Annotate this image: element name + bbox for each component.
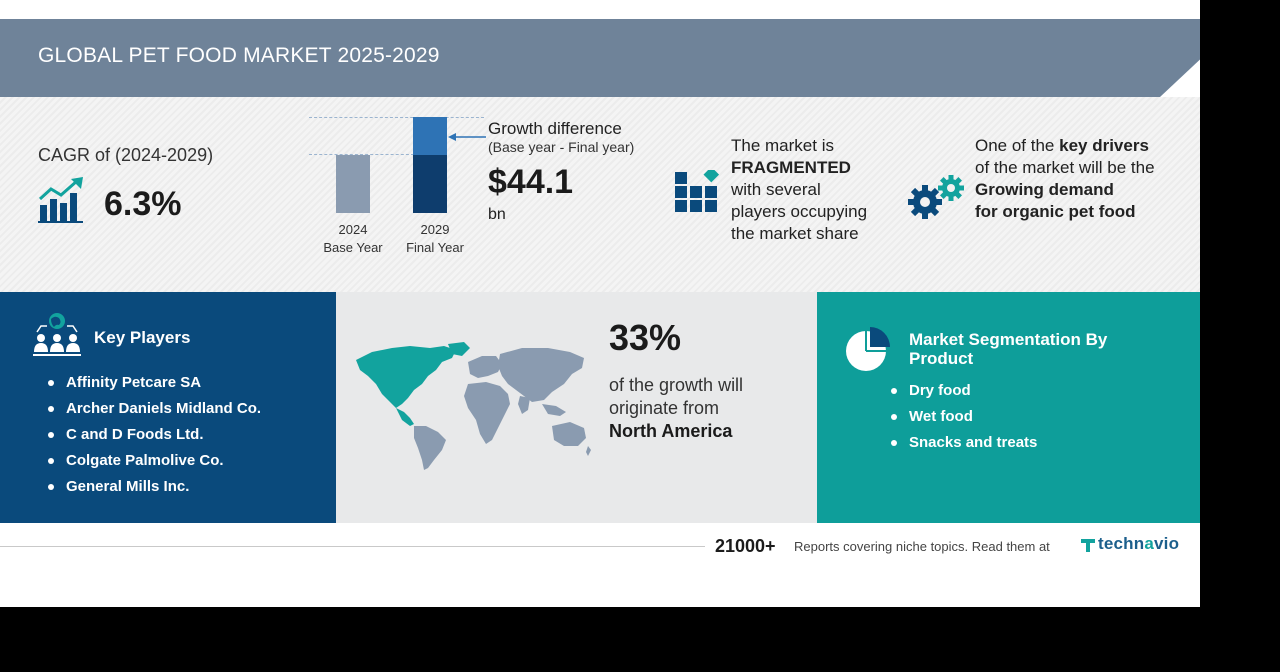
growth-chart-icon <box>38 177 83 223</box>
bar-caption-final: Final Year <box>406 240 464 255</box>
list-item: Archer Daniels Midland Co. <box>48 396 261 422</box>
cagr-label: CAGR of (2024-2029) <box>38 145 214 165</box>
fragmented-emphasis: FRAGMENTED <box>731 158 851 177</box>
fragmented-text: The market is FRAGMENTED with several pl… <box>731 135 901 245</box>
region-line-2: originate from <box>609 398 720 418</box>
logo-text-b: a <box>1144 534 1154 553</box>
gears-icon <box>908 175 964 219</box>
list-item: Colgate Palmolive Co. <box>48 448 261 474</box>
bar-final-year-base <box>413 155 447 213</box>
southeast-asia-shape <box>542 404 566 416</box>
list-item: Snacks and treats <box>891 430 1037 456</box>
drivers-prefix: One of the <box>975 136 1060 155</box>
pie-chart-icon <box>846 327 890 371</box>
drivers-line-3: Growing demand <box>975 180 1114 199</box>
logo-text-c: vio <box>1154 534 1180 553</box>
africa-shape <box>464 382 510 444</box>
region-line-1: of the growth will <box>609 375 744 395</box>
footer-text: Reports covering niche topics. Read them… <box>794 539 1050 554</box>
fragmented-line-5: the market share <box>731 224 859 243</box>
key-players-panel: Key Players Affinity Petcare SA Archer D… <box>0 292 336 523</box>
infographic: GLOBAL PET FOOD MARKET 2025-2029 CAGR of… <box>0 0 1200 607</box>
drivers-emphasis: key drivers <box>1059 136 1149 155</box>
growth-subtitle: (Base year - Final year) <box>488 139 635 155</box>
bar-year-final: 2029 <box>420 222 450 237</box>
south-america-shape <box>414 426 446 470</box>
india-shape <box>518 396 530 414</box>
growth-unit: bn <box>488 206 506 223</box>
bar-year-base: 2024 <box>338 222 368 237</box>
growth-value: $44.1 <box>488 163 574 201</box>
segmentation-list: Dry food Wet food Snacks and treats <box>891 378 1037 456</box>
logo-text-a: techn <box>1098 534 1145 553</box>
fragmented-blocks-icon <box>675 170 720 212</box>
growth-title: Growth difference <box>488 119 622 138</box>
drivers-line-4: for organic pet food <box>975 202 1136 221</box>
cagr-value: 6.3% <box>104 185 182 223</box>
new-zealand-shape <box>586 446 591 456</box>
segmentation-title: Market Segmentation By Product <box>909 330 1108 368</box>
drivers-text: One of the key drivers of the market wil… <box>975 135 1195 223</box>
technavio-logo-text: technavio <box>1098 534 1179 554</box>
bar-final-year-growth <box>413 117 447 155</box>
growth-arrow-icon <box>448 133 486 141</box>
technavio-logo-icon <box>1081 539 1095 552</box>
list-item: Dry food <box>891 378 1037 404</box>
summary-band <box>0 97 1200 292</box>
europe-shape <box>468 356 502 378</box>
drivers-line-2: of the market will be the <box>975 158 1155 177</box>
key-players-title: Key Players <box>94 328 191 347</box>
list-item: General Mills Inc. <box>48 474 261 500</box>
bar-label-final: 2029 Final Year <box>393 221 477 257</box>
region-name: North America <box>609 421 733 441</box>
key-players-list: Affinity Petcare SA Archer Daniels Midla… <box>48 370 261 500</box>
list-item: Wet food <box>891 404 1037 430</box>
page-title: GLOBAL PET FOOD MARKET 2025-2029 <box>38 44 440 67</box>
central-america-shape <box>396 408 414 426</box>
north-america-shape <box>356 346 456 408</box>
footer-divider <box>0 546 705 547</box>
fragmented-line-4: players occupying <box>731 202 868 221</box>
people-globe-icon <box>33 313 81 356</box>
bar-caption-base: Base Year <box>323 240 383 255</box>
guide-line-base <box>309 154 414 155</box>
header-banner: GLOBAL PET FOOD MARKET 2025-2029 <box>0 19 1200 97</box>
australia-shape <box>552 422 586 446</box>
greenland-shape <box>448 342 470 356</box>
guide-line-top <box>309 117 484 118</box>
footer-report-count: 21000+ <box>715 536 776 556</box>
region-share-value: 33% <box>609 317 682 358</box>
asia-shape <box>498 348 584 402</box>
world-map-icon <box>356 342 591 470</box>
region-share-text: of the growth will originate from North … <box>609 374 809 443</box>
list-item: C and D Foods Ltd. <box>48 422 261 448</box>
region-panel: 33% of the growth will originate from No… <box>336 292 817 523</box>
segmentation-panel: Market Segmentation By Product Dry food … <box>817 292 1200 523</box>
fragmented-line-1: The market is <box>731 136 834 155</box>
bar-base-year <box>336 155 370 213</box>
bar-label-base: 2024 Base Year <box>316 221 390 257</box>
list-item: Affinity Petcare SA <box>48 370 261 396</box>
fragmented-line-3: with several <box>731 180 821 199</box>
drivers-line-1: One of the key drivers <box>975 135 1195 157</box>
